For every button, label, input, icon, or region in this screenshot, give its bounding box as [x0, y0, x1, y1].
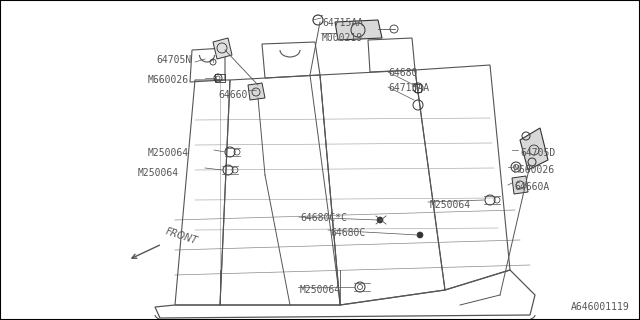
Text: 64680: 64680 [388, 68, 417, 78]
Text: M250064: M250064 [138, 168, 179, 178]
Text: M250064: M250064 [300, 285, 341, 295]
Text: 64715AA: 64715AA [388, 83, 429, 93]
Text: 64680C: 64680C [330, 228, 365, 238]
Polygon shape [248, 83, 265, 100]
Circle shape [417, 232, 423, 238]
Text: M660026: M660026 [514, 165, 555, 175]
Text: A646001119: A646001119 [572, 302, 630, 312]
Text: 64715AA: 64715AA [322, 18, 363, 28]
Polygon shape [335, 20, 382, 40]
Text: 64660: 64660 [218, 90, 248, 100]
Polygon shape [512, 176, 528, 194]
Text: M660026: M660026 [148, 75, 189, 85]
Polygon shape [520, 128, 548, 170]
Polygon shape [213, 38, 232, 59]
Text: 64660A: 64660A [514, 182, 549, 192]
Text: FRONT: FRONT [164, 226, 198, 246]
Text: M250064: M250064 [148, 148, 189, 158]
Text: M250064: M250064 [430, 200, 471, 210]
Text: 64705D: 64705D [520, 148, 556, 158]
Text: 64680C*C: 64680C*C [300, 213, 347, 223]
Text: 64705N: 64705N [156, 55, 191, 65]
Text: M000219: M000219 [322, 33, 363, 43]
Circle shape [377, 217, 383, 223]
